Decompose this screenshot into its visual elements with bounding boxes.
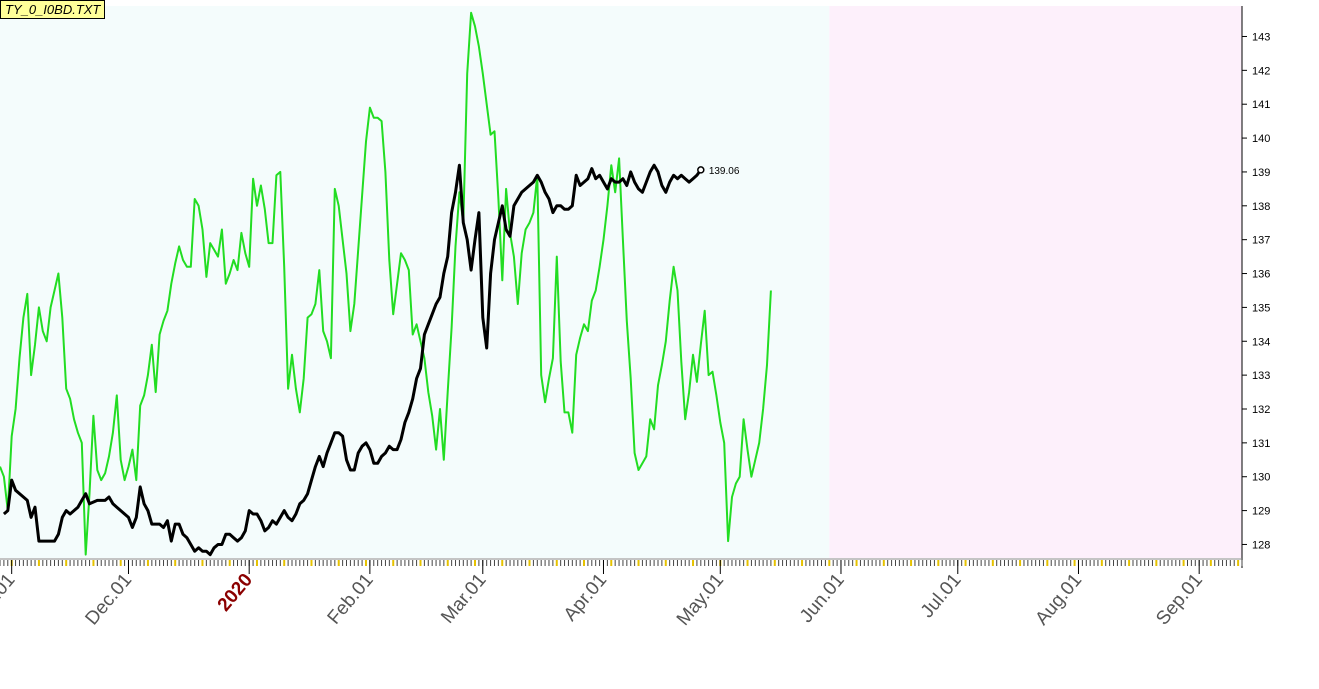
y-tick-label: 138: [1252, 201, 1270, 213]
y-tick-label: 140: [1252, 133, 1270, 145]
x-tick-label: May.01: [673, 570, 728, 630]
x-tick-label: Mar.01: [437, 570, 490, 628]
series-line-0: [2, 163, 703, 557]
series-lines: [0, 11, 772, 557]
x-tick-label: Nov.01: [0, 570, 20, 629]
last-value-marker: 139.06: [697, 166, 740, 177]
last-value-dot: [697, 166, 705, 174]
x-tick-label: Feb.01: [324, 570, 378, 629]
y-tick-label: 134: [1252, 336, 1270, 348]
y-tick-label: 133: [1252, 370, 1270, 382]
y-tick-label: 139: [1252, 167, 1270, 179]
y-tick-label: 143: [1252, 31, 1270, 43]
series-line-1: [0, 11, 772, 556]
y-tick-label: 137: [1252, 235, 1270, 247]
x-tick-label: Sep.01: [1152, 570, 1207, 630]
y-axis: 128 129 130 131 132 133 134 135 136 137 138 139 140 1…: [1241, 6, 1270, 568]
y-tick-label: 130: [1252, 472, 1270, 484]
y-tick-label: 132: [1252, 404, 1270, 416]
y-tick-label: 135: [1252, 302, 1270, 314]
shaded-region-0: [0, 6, 830, 558]
y-tick-label: 136: [1252, 269, 1270, 281]
file-name-label: TY_0_I0BD.TXT: [0, 0, 106, 19]
x-tick-label: Dec.01: [82, 570, 137, 630]
y-tick-label: 142: [1252, 65, 1270, 77]
x-axis: Nov.01 Dec.01 2020 Feb.01 Mar.01 Apr.01 May.01…: [0, 558, 1243, 630]
x-tick-label: Jun.01: [796, 570, 849, 627]
last-value-label: 139.06: [709, 166, 740, 177]
x-tick-label: Aug.01: [1032, 570, 1087, 630]
y-tick-label: 129: [1252, 506, 1270, 518]
shaded-region-1: [829, 6, 1242, 558]
x-tick-label: Apr.01: [560, 570, 611, 626]
x-tick-label: Jul.01: [917, 570, 966, 622]
y-tick-label: 141: [1252, 99, 1270, 111]
x-tick-label: 2020: [214, 570, 257, 616]
y-tick-label: 131: [1252, 438, 1270, 450]
background-regions: [0, 6, 1242, 558]
y-tick-label: 128: [1252, 539, 1270, 551]
